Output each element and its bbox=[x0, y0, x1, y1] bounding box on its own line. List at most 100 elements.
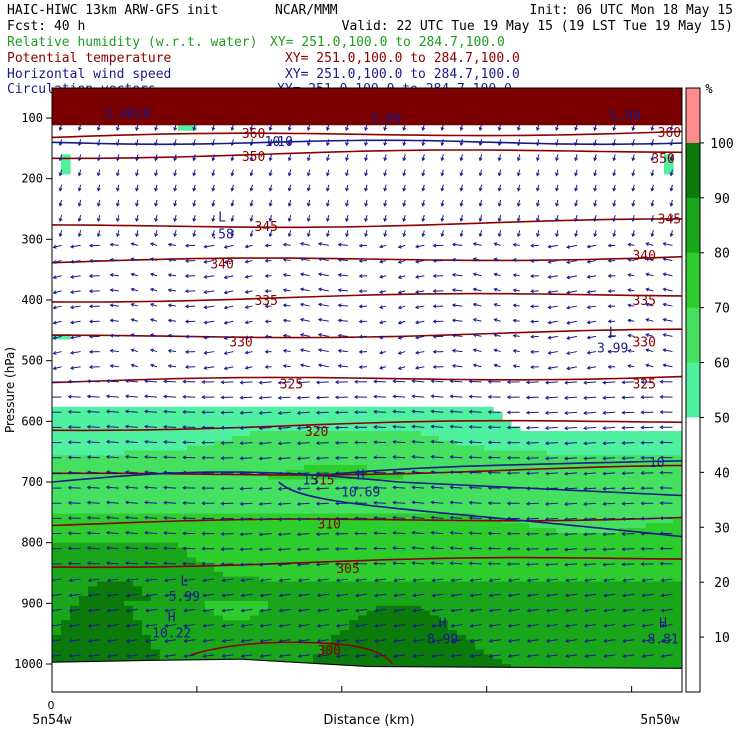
wind-vector-shaft bbox=[300, 303, 310, 307]
wind-vector-shaft bbox=[646, 334, 654, 337]
wind-vector-head bbox=[397, 320, 402, 325]
wind-vector-head bbox=[149, 257, 154, 262]
wind-vector-head bbox=[574, 218, 578, 223]
wind-vector-shaft bbox=[566, 275, 578, 279]
wind-vector-shaft bbox=[241, 654, 253, 657]
wind-vector-head bbox=[525, 547, 530, 552]
wind-vector-shaft bbox=[155, 214, 158, 222]
wind-vector-head bbox=[506, 380, 511, 385]
wind-vector-shaft bbox=[131, 303, 139, 307]
wind-vector-head bbox=[182, 516, 187, 521]
wind-vector-head bbox=[87, 578, 92, 583]
wind-vector-shaft bbox=[87, 441, 100, 444]
wind-vector-shaft bbox=[288, 199, 292, 207]
wind-vector-shaft bbox=[316, 472, 329, 475]
wind-vector-head bbox=[105, 470, 110, 475]
wind-vector-head bbox=[282, 273, 287, 277]
wind-vector-head bbox=[86, 424, 91, 429]
wind-vector-head bbox=[506, 501, 511, 506]
wind-vector-head bbox=[184, 319, 189, 324]
wind-vector-head bbox=[144, 409, 148, 414]
wind-vector-head bbox=[583, 517, 588, 522]
wind-vector-head bbox=[459, 172, 464, 177]
wind-vector-head bbox=[282, 257, 287, 262]
wind-vector-shaft bbox=[336, 624, 348, 627]
wind-vector-shaft bbox=[164, 411, 177, 413]
wind-vector-head bbox=[497, 142, 502, 147]
wind-vector-shaft bbox=[125, 562, 138, 565]
wind-vector-head bbox=[67, 379, 72, 384]
wind-vector-shaft bbox=[278, 426, 291, 429]
wind-vector-head bbox=[415, 350, 419, 355]
wind-vector-head bbox=[192, 202, 197, 207]
wind-vector-shaft bbox=[603, 381, 616, 384]
theta-contours bbox=[52, 130, 682, 665]
wind-vector-head bbox=[69, 290, 74, 295]
wind-vector-shaft bbox=[498, 123, 502, 131]
wind-vector-shaft bbox=[403, 154, 406, 161]
wind-vector-shaft bbox=[526, 442, 539, 444]
wind-vector-shaft bbox=[513, 289, 520, 292]
wind-vector-shaft bbox=[412, 562, 425, 565]
wind-vector-head bbox=[607, 364, 612, 369]
wind-vector-head bbox=[459, 202, 464, 207]
wind-vector-head bbox=[277, 547, 282, 552]
theta-label: 335 bbox=[254, 294, 277, 309]
wind-vector-head bbox=[239, 547, 244, 552]
wind-vector-head bbox=[317, 242, 322, 246]
wind-vector-head bbox=[106, 578, 111, 583]
wind-vector-shaft bbox=[59, 123, 63, 131]
wind-vector-shaft bbox=[663, 334, 673, 337]
wind-vector-shaft bbox=[422, 169, 425, 176]
wind-vector-head bbox=[488, 654, 493, 659]
wind-vector-head bbox=[354, 455, 358, 460]
wind-vector-shaft bbox=[259, 517, 272, 520]
wind-vector-head bbox=[547, 350, 552, 355]
wind-vector-head bbox=[506, 562, 511, 567]
wind-vector-head bbox=[258, 547, 263, 552]
wind-vector-head bbox=[421, 127, 426, 132]
wind-vector-head bbox=[525, 441, 530, 445]
wind-vector-shaft bbox=[298, 578, 310, 582]
wind-vector-head bbox=[544, 471, 549, 476]
wind-vector-shaft bbox=[338, 243, 348, 246]
wind-vector-head bbox=[669, 202, 674, 207]
wind-vector-head bbox=[77, 172, 82, 177]
wind-vector-head bbox=[507, 593, 512, 598]
wind-vector-shaft bbox=[278, 472, 291, 475]
wind-vector-shaft bbox=[269, 199, 273, 207]
wind-vector-head bbox=[586, 259, 591, 264]
wind-vector-head bbox=[564, 426, 568, 431]
wind-vector-shaft bbox=[661, 578, 673, 582]
wind-vector-shaft bbox=[193, 154, 196, 161]
wind-vector-head bbox=[315, 516, 320, 521]
wind-vector-head bbox=[659, 470, 664, 475]
wind-vector-head bbox=[317, 348, 322, 353]
wind-vector-shaft bbox=[494, 273, 501, 277]
wind-vector-shaft bbox=[150, 364, 158, 368]
wind-vector-shaft bbox=[526, 396, 539, 399]
wind-vector-head bbox=[201, 379, 206, 384]
wind-vector-shaft bbox=[564, 502, 578, 505]
wind-vector-shaft bbox=[603, 457, 616, 460]
wind-vector-head bbox=[586, 350, 591, 355]
wind-vector-head bbox=[659, 440, 664, 445]
wind-vector-shaft bbox=[494, 303, 501, 307]
wind-vector-shaft bbox=[278, 396, 291, 399]
wind-vector-shaft bbox=[135, 199, 139, 207]
wind-vector-head bbox=[167, 288, 172, 293]
wind-vector-head bbox=[106, 623, 111, 628]
wind-vector-head bbox=[525, 456, 530, 461]
wind-vector-head bbox=[88, 274, 93, 278]
wind-vector-head bbox=[67, 531, 72, 536]
wind-vector-shaft bbox=[384, 123, 387, 131]
wind-vector-shaft bbox=[398, 320, 406, 324]
wind-vector-shaft bbox=[250, 184, 253, 191]
wind-vector-shaft bbox=[241, 578, 253, 582]
wind-vector-head bbox=[488, 638, 493, 643]
wind-vector-shaft bbox=[164, 426, 177, 428]
wind-vector-head bbox=[68, 593, 73, 598]
wind-vector-shaft bbox=[450, 547, 463, 550]
wind-vector-head bbox=[183, 623, 188, 628]
wind-vector-shaft bbox=[87, 547, 100, 550]
